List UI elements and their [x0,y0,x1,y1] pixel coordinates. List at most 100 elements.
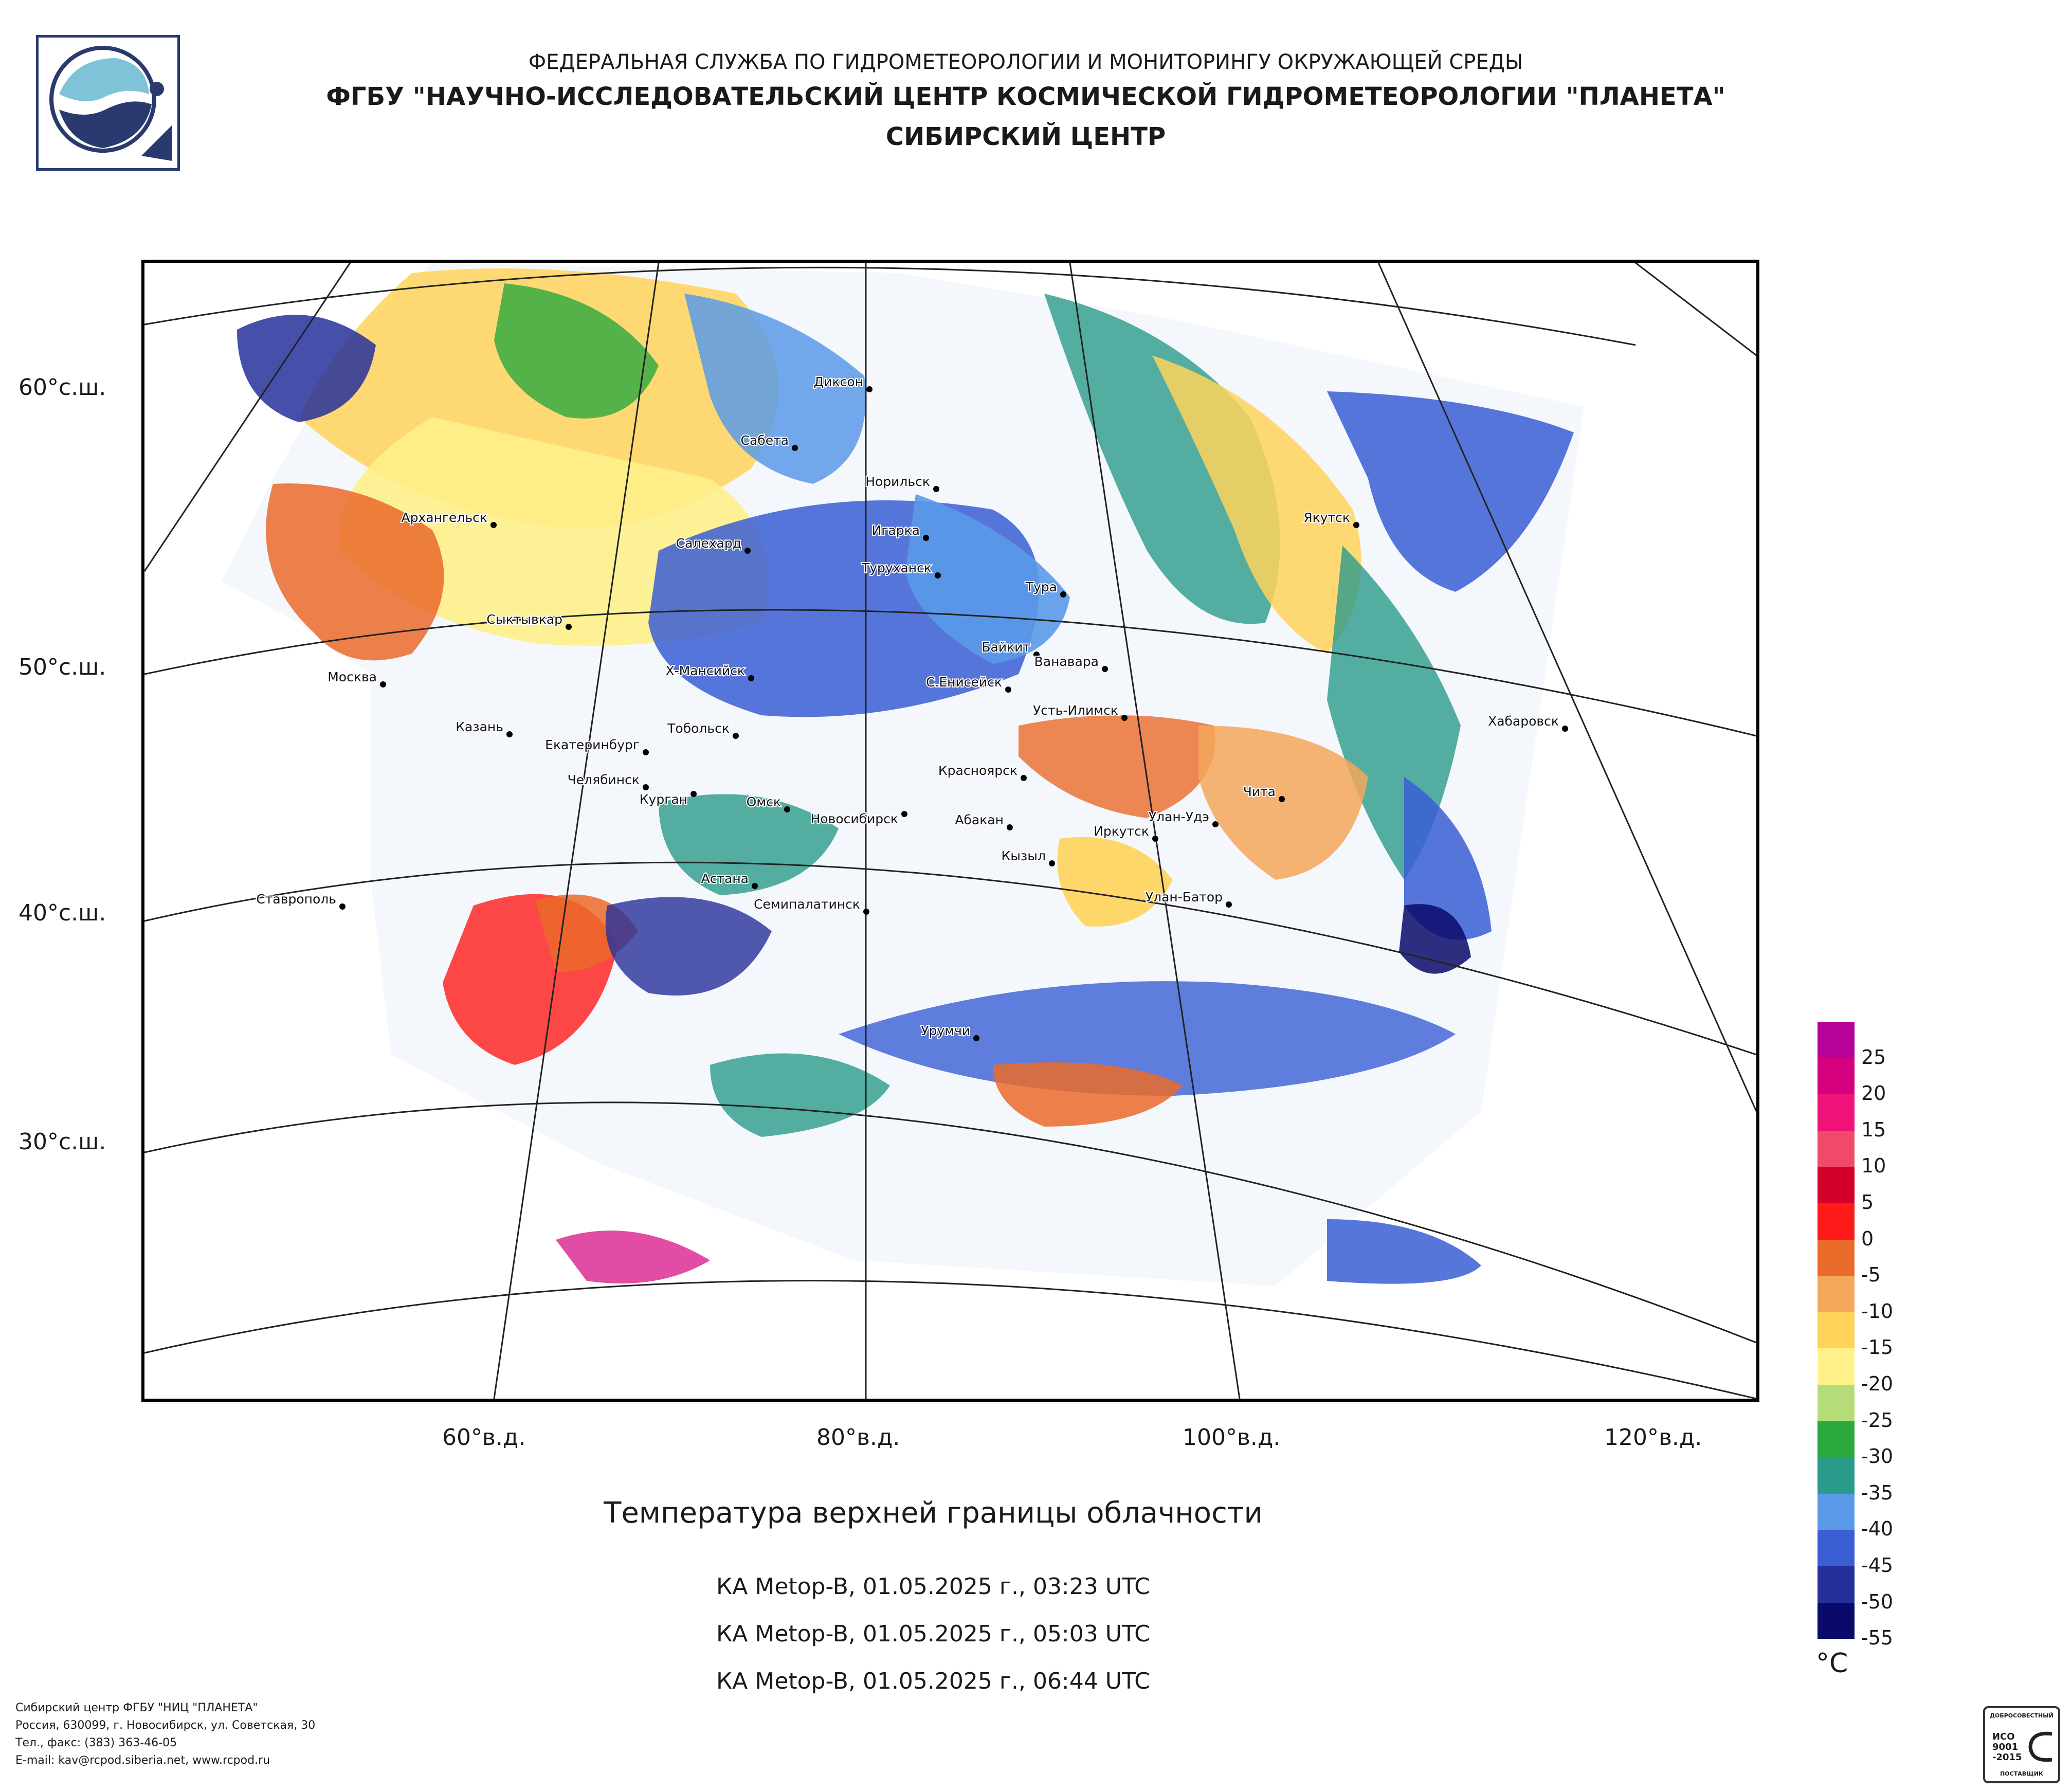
city-irkutsk: Иркутск [1093,823,1158,842]
colorbar-segment [1817,1094,1855,1131]
city-tobolsk: Тобольск [666,720,739,739]
city-label: Урумчи [921,1023,970,1038]
colorbar-tick-label: 20 [1861,1082,1886,1105]
colorbar-tick-label: 0 [1861,1227,1874,1250]
colorbar-tick-label: -20 [1861,1372,1894,1395]
colorbar-segment [1817,1312,1855,1349]
colorbar [1817,1022,1855,1639]
city-label: Архангельск [401,510,487,525]
colorbar-tick-label: 15 [1861,1118,1886,1141]
city-label: Тура [1025,580,1057,594]
city-label: Усть-Илимск [1033,703,1118,718]
colorbar-segment [1817,1602,1855,1639]
city-label: Якутск [1303,510,1350,525]
colorbar-tick-label: 5 [1861,1191,1874,1214]
city-omsk: Омск [746,793,790,812]
city-tura: Тура [1024,578,1066,598]
colorbar-tick-label: 10 [1861,1154,1886,1178]
city-label: Сыктывкар [486,612,562,627]
city-label: Семипалатинск [754,897,860,912]
city-label: Казань [456,719,503,734]
colorbar-tick-label: -25 [1861,1408,1894,1432]
city-sabeta: Сабета [740,432,798,451]
city-vanavara: Ванавара [1033,653,1108,672]
city-ulan-ude: Улан-Удэ [1148,808,1219,827]
satellite-swath [222,263,1584,1286]
city-label: Чита [1243,784,1276,799]
city-semipalatinsk: Семипалатинск [753,896,869,915]
colorbar-tick-label: -50 [1861,1590,1894,1613]
lon-label-100: 100°в.д. [1183,1424,1281,1451]
city-dikson: Диксон [813,373,873,392]
colorbar-segment [1817,1130,1855,1167]
city-arkhangelsk: Архангельск [400,509,497,528]
map-canvas: Диксон Сабета Норильск Игарка Туруханск … [144,263,1756,1399]
city-label: Астана [701,871,749,886]
iso-c-mark-icon [2028,1731,2052,1762]
colorbar-tick-label: -30 [1861,1445,1894,1468]
colorbar-tick-label: -45 [1861,1554,1894,1577]
city-baykit: Байкит [980,639,1040,658]
city-s-yeniseysk: С.Енисейск [925,674,1011,693]
city-label: Х-Мансийск [666,663,745,678]
colorbar-segment [1817,1058,1855,1095]
lat-label-50: 50°с.ш. [19,654,106,680]
footer-line-2: Россия, 630099, г. Новосибирск, ул. Сове… [15,1719,316,1732]
lon-label-80: 80°в.д. [816,1424,900,1451]
caption-pass-1: КА Metop-B, 01.05.2025 г., 03:23 UTC [716,1573,1150,1600]
city-label: С.Енисейск [926,675,1002,690]
city-ust-ilimsk: Усть-Илимск [1032,702,1128,721]
colorbar-tick-label: -55 [1861,1626,1894,1650]
city-label: Челябинск [568,772,640,787]
iso-badge-bottom: ПОСТАВЩИК [2000,1770,2043,1777]
colorbar-tick-label: -15 [1861,1336,1894,1359]
colorbar-segment [1817,1530,1855,1566]
lat-label-30: 30°с.ш. [19,1129,106,1155]
colorbar-unit: °C [1816,1648,1848,1679]
header-line-3: СИБИРСКИЙ ЦЕНТР [885,122,1166,151]
city-astana: Астана [700,870,758,889]
graticule [144,263,1756,1399]
colorbar-segment [1817,1384,1855,1421]
colorbar-segment [1817,1022,1855,1058]
city-syktyvkar: Сыктывкар [485,611,572,630]
city-moskva: Москва [326,668,386,688]
colorbar-segment [1817,1276,1855,1312]
footer-contacts: Сибирский центр ФГБУ "НИЦ "ПЛАНЕТА" Росс… [15,1699,315,1769]
city-label: Туруханск [861,560,932,575]
map-frame: Диксон Сабета Норильск Игарка Туруханск … [141,260,1759,1402]
colorbar-segment [1817,1493,1855,1530]
city-label: Тобольск [667,721,730,736]
city-label: Хабаровск [1488,714,1559,729]
footer-line-1: Сибирский центр ФГБУ "НИЦ "ПЛАНЕТА" [15,1702,258,1714]
city-abakan: Абакан [954,811,1013,830]
colorbar-tick-label: 25 [1861,1045,1886,1069]
iso-line-2: 9001 [1992,1742,2019,1752]
city-label: Игарка [872,523,920,538]
lon-label-60: 60°в.д. [442,1424,526,1451]
city-krasnoyarsk: Красноярск [937,762,1027,781]
header-line-2: ФГБУ "НАУЧНО-ИССЛЕДОВАТЕЛЬСКИЙ ЦЕНТР КОС… [326,82,1725,111]
city-norilsk: Норильск [864,473,939,492]
city-chelyabinsk: Челябинск [567,771,649,790]
city-label: Ставрополь [256,892,336,907]
colorbar-tick-label: -10 [1861,1299,1894,1323]
city-markers: Диксон Сабета Норильск Игарка Туруханск … [255,373,1568,1041]
city-novosibirsk: Новосибирск [810,810,907,827]
city-kurgan: Курган [639,791,697,808]
city-yakutsk: Якутск [1302,509,1359,528]
city-label: Сабета [741,433,789,448]
city-salekhard: Салехард [675,535,751,554]
colorbar-tick-label: -5 [1861,1263,1881,1287]
iso-line-1: ИСО [1992,1731,2015,1742]
map-title: Температура верхней границы облачности [604,1496,1263,1530]
city-ulan-bator: Улан-Батор [1144,889,1232,908]
city-label: Омск [747,794,781,809]
city-khmansiysk: Х-Мансийск [665,662,754,681]
caption-pass-2: КА Metop-B, 01.05.2025 г., 05:03 UTC [716,1621,1150,1647]
lat-label-60: 60°с.ш. [19,374,106,401]
city-label: Норильск [865,474,930,489]
city-label: Диксон [814,374,863,389]
city-kyzyl: Кызыл [1001,847,1055,866]
iso-badge: ДОБРОСОВЕСТНЫЙ ИСО 9001 -2015 ПОСТАВЩИК [1983,1706,2060,1783]
